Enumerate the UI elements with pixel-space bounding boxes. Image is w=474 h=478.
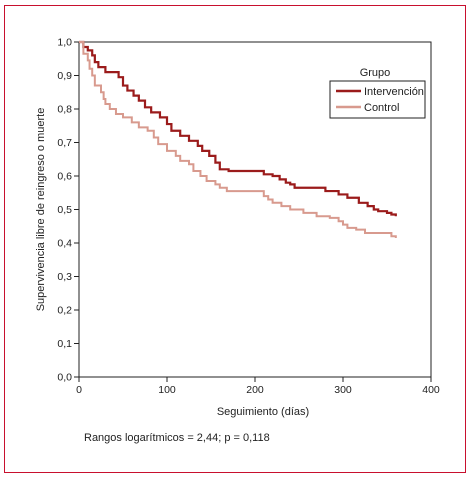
logrank-annotation: Rangos logarítmicos = 2,44; p = 0,118 (84, 432, 270, 444)
y-tick-label: 1,0 (57, 37, 72, 49)
y-tick-label: 0,1 (57, 338, 72, 350)
y-tick-label: 0,0 (57, 372, 72, 384)
chart-legend: Grupo Intervención Control (329, 67, 426, 119)
legend-entry-label: Control (364, 102, 399, 114)
y-tick-label: 0,6 (57, 171, 72, 183)
series-line-control (79, 41, 397, 238)
x-tick-label: 100 (158, 384, 176, 396)
x-tick-label: 0 (76, 384, 82, 396)
y-tick-label: 0,4 (57, 238, 72, 250)
legend-title: Grupo (360, 67, 391, 79)
chart-axes: 0,0 0,1 0,2 0,3 0,4 0,5 0,6 0,7 0,8 0,9 1,0 0 100 200… (57, 37, 440, 397)
legend-entry-label: Intervención (364, 86, 424, 98)
y-tick-label: 0,8 (57, 104, 72, 116)
y-tick-label: 0,2 (57, 305, 72, 317)
y-tick-label: 0,7 (57, 137, 72, 149)
x-tick-label: 300 (334, 384, 352, 396)
series-line-intervencion (79, 40, 397, 217)
y-axis-label: Supervivencia libre de reingreso o muert… (35, 108, 47, 312)
y-tick-label: 0,3 (57, 271, 72, 283)
x-tick-label: 200 (246, 384, 264, 396)
y-tick-label: 0,9 (57, 70, 72, 82)
y-tick-label: 0,5 (57, 204, 72, 216)
x-axis-label: Seguimiento (días) (217, 406, 309, 418)
x-tick-label: 400 (422, 384, 440, 396)
legend-box (329, 80, 426, 119)
chart-series (79, 40, 397, 238)
